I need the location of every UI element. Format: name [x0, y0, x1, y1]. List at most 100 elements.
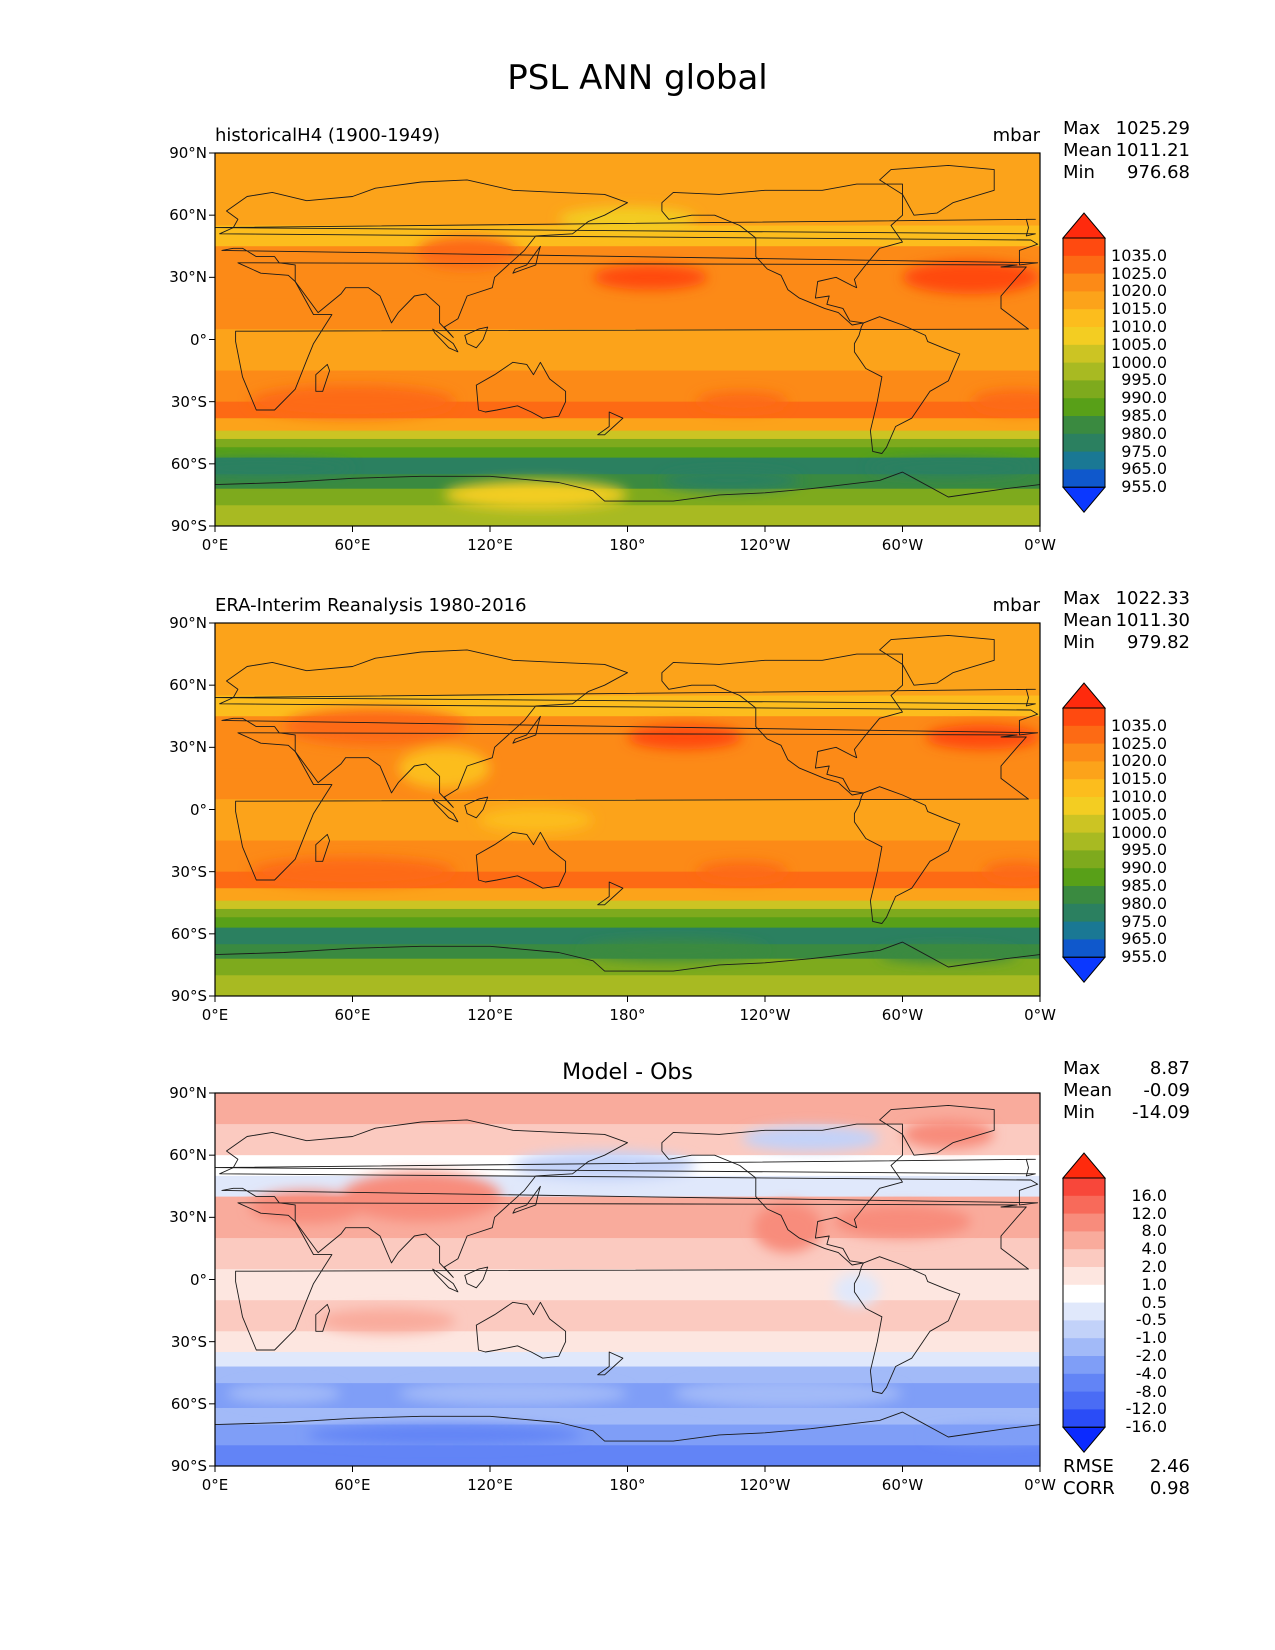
colorbar-segment — [1063, 797, 1105, 816]
figure-title: PSL ANN global — [507, 58, 768, 98]
coastline-japan — [512, 245, 541, 274]
colorbar-label: 985.0 — [1121, 876, 1167, 895]
colorbar-segment — [1063, 238, 1105, 257]
field-blob — [581, 940, 765, 961]
stat-corr-label: CORR — [1063, 1478, 1115, 1499]
colorbar-label: 1035.0 — [1111, 245, 1167, 265]
colorbar-label: 12.0 — [1131, 1203, 1167, 1223]
colorbar-segment — [1063, 1231, 1105, 1250]
field-blob — [283, 707, 468, 746]
y-tick-label: 0° — [189, 330, 207, 349]
x-tick-label: 60°E — [334, 1476, 371, 1494]
field-blob — [512, 1151, 697, 1181]
colorbar-segment — [1063, 291, 1105, 310]
field-band — [215, 1352, 1040, 1368]
field-band — [215, 457, 1040, 476]
colorbar-label: 1.0 — [1141, 1274, 1167, 1294]
colorbar-label: 1020.0 — [1111, 281, 1167, 301]
field-blob — [661, 470, 800, 491]
coastline-antarctica — [215, 471, 1040, 526]
y-tick-label: 90°N — [169, 614, 207, 632]
field-blob — [627, 724, 743, 750]
colorbar-label: 1015.0 — [1111, 769, 1167, 789]
colorbar-segment — [1063, 1213, 1105, 1232]
panel-2-frame — [214, 1092, 1041, 1467]
field-band — [215, 447, 1040, 459]
y-tick-label: 60°N — [169, 206, 207, 225]
field-band — [215, 401, 1040, 420]
field-band — [215, 944, 1040, 960]
colorbar-label: 990.0 — [1121, 388, 1167, 408]
colorbar-segment — [1063, 761, 1105, 780]
colorbar-label: 1000.0 — [1111, 352, 1167, 372]
stat-min-value: 976.68 — [1127, 162, 1190, 183]
coastline-africa — [235, 1202, 1029, 1351]
stat-mean-label: Mean — [1063, 140, 1113, 161]
field-band — [215, 1124, 1040, 1157]
colorbar-label: 995.0 — [1121, 370, 1167, 390]
field-blob — [249, 385, 456, 419]
panel-1-frame — [214, 622, 1041, 997]
colorbar-extend-min — [1061, 486, 1107, 513]
colorbar-segment — [1063, 708, 1105, 727]
field-band — [215, 1300, 1040, 1333]
stat-mean-value: -0.09 — [1143, 1080, 1190, 1101]
field-band — [215, 768, 1040, 801]
y-tick-label: 60°S — [170, 924, 207, 943]
y-tick-label: 30°N — [169, 738, 207, 757]
field-blob — [753, 1202, 823, 1253]
colorbar-segment — [1063, 814, 1105, 834]
field-band — [215, 370, 1040, 403]
field-blob — [398, 747, 490, 789]
field-band — [215, 716, 1040, 770]
coastline-sumatra — [432, 798, 459, 823]
panel-2-title: Model - Obs — [562, 1060, 693, 1085]
field-blob — [982, 861, 1040, 883]
x-tick-label: 180° — [609, 1476, 646, 1494]
field-blob — [226, 1383, 342, 1404]
colorbar-segment — [1063, 1267, 1105, 1286]
colorbar-label: 995.0 — [1121, 840, 1167, 860]
field-band — [215, 194, 1040, 227]
panel-1-title: ERA-Interim Reanalysis 1980-2016 — [215, 595, 527, 616]
x-tick-label: 0°E — [201, 1476, 229, 1494]
colorbar-segment — [1063, 921, 1105, 940]
field-band — [215, 438, 1040, 449]
stat-max-label: Max — [1063, 1058, 1101, 1079]
y-tick-label: 90°S — [170, 517, 207, 535]
field-band — [215, 1407, 1040, 1426]
field-band — [215, 225, 1040, 248]
coastline-madagascar — [315, 363, 331, 392]
coastline-africa — [235, 262, 1029, 411]
coastline-antarctica — [215, 1411, 1040, 1466]
field-blob — [398, 1381, 628, 1406]
colorbar-label: 1010.0 — [1111, 787, 1167, 806]
field-band — [215, 1269, 1040, 1302]
colorbar-label: 1015.0 — [1111, 299, 1167, 319]
coastline-australia — [475, 831, 567, 889]
colorbar-segment — [1063, 868, 1105, 887]
field-band — [215, 1155, 1040, 1177]
field-blob — [925, 1426, 1040, 1444]
colorbar-label: 965.0 — [1121, 929, 1167, 949]
field-blob — [925, 724, 1040, 750]
panel-0-title: historicalH4 (1900-1949) — [215, 125, 441, 146]
field-band — [215, 1383, 1040, 1409]
colorbar-label: 975.0 — [1121, 441, 1167, 461]
y-tick-label: 60°N — [169, 1146, 207, 1165]
colorbar-segment — [1063, 1338, 1105, 1357]
colorbar-segment — [1063, 1249, 1105, 1268]
colorbar-segment — [1063, 850, 1105, 869]
x-tick-label: 120°E — [467, 1006, 513, 1024]
colorbar-label: 955.0 — [1121, 477, 1167, 497]
colorbar-segment — [1063, 273, 1105, 292]
colorbar-label: -12.0 — [1125, 1399, 1167, 1419]
field-band — [215, 975, 1040, 996]
field-band — [215, 908, 1040, 919]
colorbar-label: 980.0 — [1121, 893, 1167, 913]
field-band — [215, 1196, 1040, 1240]
coastline-madagascar — [315, 833, 331, 862]
field-blob — [902, 260, 1040, 294]
coastline-greenland — [879, 164, 995, 216]
stat-max-value: 1022.33 — [1115, 588, 1190, 609]
